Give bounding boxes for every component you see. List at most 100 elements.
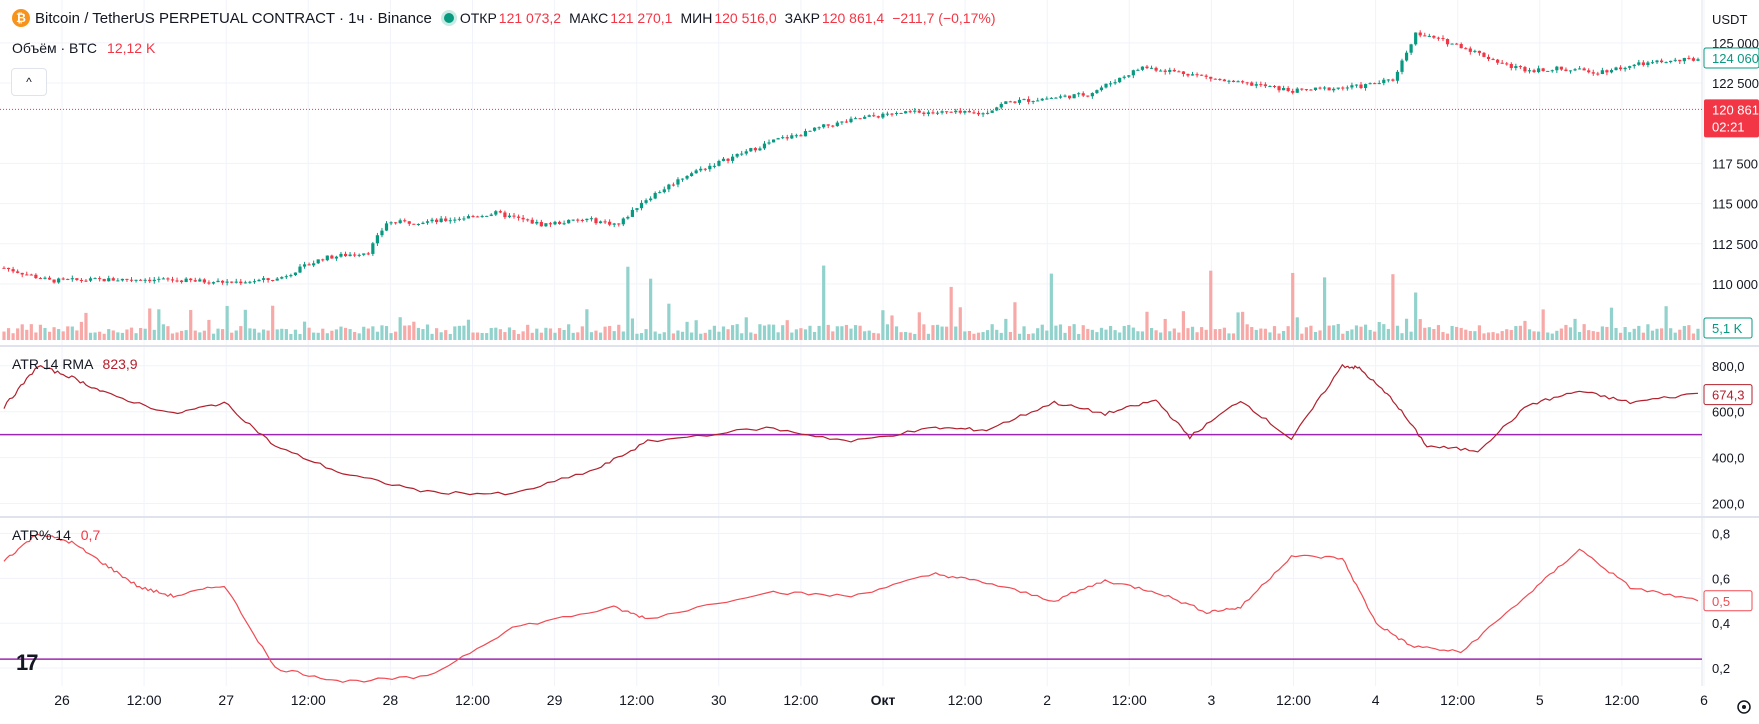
volume-bar-up [999, 332, 1003, 340]
volume-bar-up [298, 333, 302, 340]
candle-down [1464, 48, 1468, 50]
candle-down [1391, 79, 1395, 81]
volume-bar-down [1222, 327, 1227, 340]
atr-value-tag-text: 674,3 [1712, 388, 1745, 403]
volume-bar-up [1036, 328, 1040, 340]
volume-bar-down [1013, 302, 1017, 340]
settings-gear-icon[interactable] [1737, 700, 1751, 714]
candle-up [1628, 66, 1632, 68]
candle-up [840, 121, 844, 123]
volume-bar-up [1295, 317, 1299, 340]
volume-bar-down [1582, 324, 1586, 340]
candle-down [1432, 35, 1436, 38]
volume-bar-up [425, 324, 430, 340]
candle-up [1473, 50, 1477, 52]
volume-bar-up [289, 333, 293, 340]
volume-bar-down [1318, 330, 1322, 340]
volume-bar-down [6, 328, 11, 340]
candle-up [721, 158, 726, 161]
price-tick-label: 115 000 [1712, 197, 1758, 212]
volume-bar-up [721, 326, 726, 340]
volume-bar-down [1250, 327, 1254, 340]
candle-down [75, 278, 79, 280]
candle-down [521, 217, 525, 220]
volume-bar-up [1623, 327, 1627, 340]
candle-up [421, 222, 425, 224]
candle-down [1455, 43, 1459, 45]
atr-legend[interactable]: ATR 14 RMA 823,9 [12, 356, 138, 372]
candle-up [1254, 84, 1258, 86]
candle-down [858, 118, 862, 120]
candle-up [904, 111, 908, 114]
volume-bar-up [781, 325, 785, 340]
high-label: МАКС [569, 10, 609, 26]
candle-up [1108, 83, 1113, 85]
time-axis-time-label: 12:00 [1604, 692, 1639, 708]
volume-bar-up [1095, 332, 1099, 340]
volume-bar-up [767, 324, 771, 340]
currency-label: USDT [1712, 12, 1747, 27]
candle-up [1322, 87, 1327, 89]
candle-down [1250, 82, 1254, 86]
volume-bar-up [1673, 332, 1677, 340]
candle-down [111, 278, 115, 281]
time-axis-time-label: 12:00 [948, 692, 983, 708]
candle-down [444, 218, 448, 221]
candle-down [125, 278, 129, 280]
volume-bar-up [1669, 328, 1673, 340]
tradingview-logo-icon[interactable]: 17 [16, 650, 39, 675]
volume-bar-up [1131, 327, 1135, 340]
volume-bar-down [608, 326, 612, 340]
time-axis-date-label: 26 [54, 692, 70, 708]
volume-bar-up [280, 328, 284, 340]
volume-bar-up [740, 333, 744, 340]
time-axis-time-label: 12:00 [783, 692, 818, 708]
volume-bar-up [835, 326, 839, 340]
volume-bar-down [1154, 330, 1158, 340]
candle-up [1427, 35, 1431, 37]
volume-bar-up [567, 324, 571, 340]
volume-bar-up [157, 309, 161, 340]
volume-bar-up [261, 329, 266, 340]
volume-bar-up [134, 333, 138, 340]
volume-bar-up [585, 309, 589, 340]
volume-bar-up [152, 329, 156, 340]
candle-down [608, 221, 612, 225]
candle-up [867, 115, 871, 117]
volume-bar-up [1363, 324, 1368, 340]
candle-down [353, 254, 357, 256]
volume-bar-up [398, 317, 402, 340]
candle-down [1213, 78, 1217, 80]
candle-down [1486, 56, 1491, 60]
volume-bar-down [548, 328, 553, 340]
candle-down [102, 278, 106, 282]
volume-bar-up [1614, 327, 1618, 340]
collapse-legend-button[interactable]: ^ [11, 68, 47, 96]
volume-bar-up [1409, 331, 1413, 340]
candle-down [526, 219, 530, 221]
gear-hub [1742, 705, 1746, 709]
candle-up [1140, 66, 1145, 70]
volume-bar-up [302, 321, 307, 340]
volume-bar-up [384, 326, 389, 340]
candle-up [439, 218, 443, 223]
high-price-tag [1703, 47, 1759, 69]
volume-bar-up [234, 330, 238, 340]
volume-bar-up [535, 328, 539, 340]
symbol-title[interactable]: Bitcoin / TetherUS PERPETUAL CONTRACT · … [35, 9, 432, 27]
atr-line [3, 363, 1699, 496]
volume-bar-down [858, 325, 862, 340]
atr-percent-legend[interactable]: ATR% 14 0,7 [12, 527, 100, 543]
candle-down [38, 278, 43, 280]
candle-up [1377, 83, 1381, 85]
candle-down [1067, 95, 1072, 99]
candle-up [981, 113, 985, 115]
close-value: 120 861,4 [821, 10, 885, 26]
volume-bar-up [1696, 328, 1700, 340]
volume-bar-up [653, 331, 657, 340]
volume-legend[interactable]: Объём · BTC 12,12 K [12, 40, 155, 56]
volume-bar-up [544, 327, 548, 340]
candle-up [1227, 80, 1231, 82]
candle-up [1054, 97, 1058, 99]
